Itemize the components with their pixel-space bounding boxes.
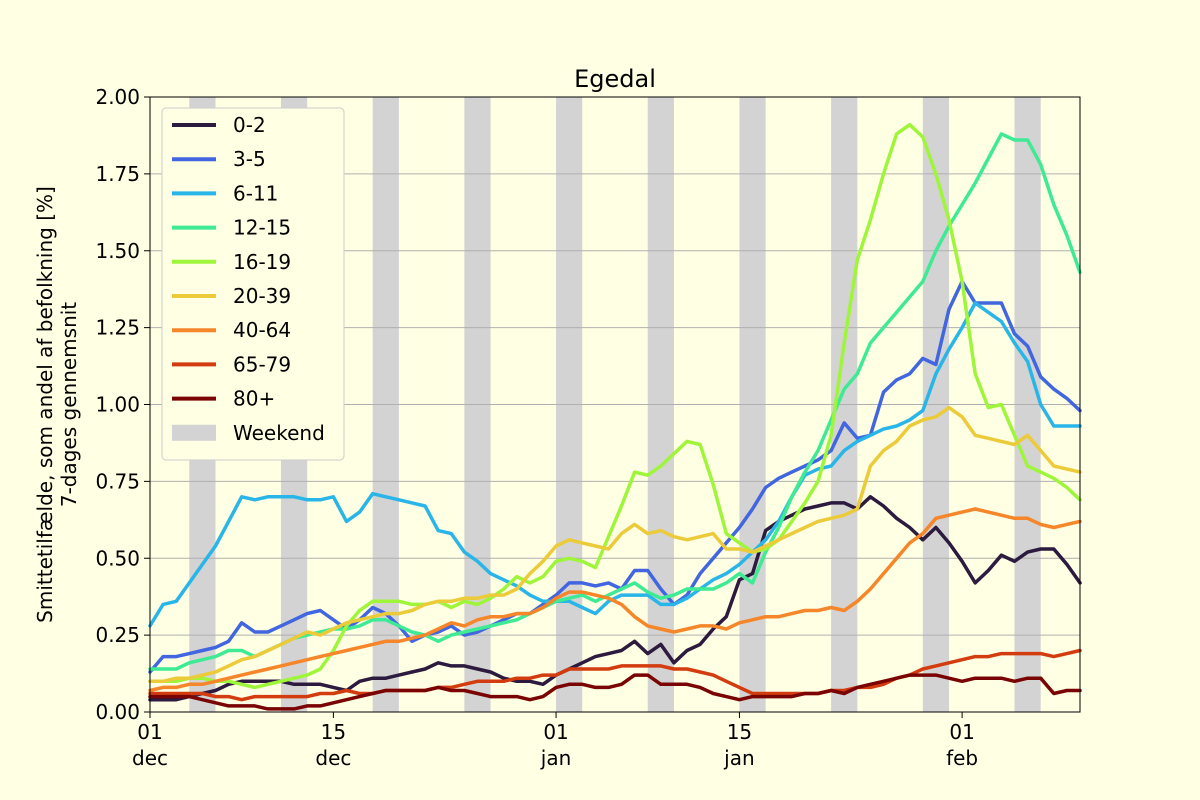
legend-label-weekend: Weekend	[233, 421, 325, 445]
series-line-65-79	[148, 648, 1082, 702]
y-tick-label: 0.50	[95, 546, 140, 570]
y-axis-ticks: 0.00 0.25 0.50 0.75 1.00 1.25 1.50 1.75 2.00	[95, 85, 150, 724]
legend-label: 20-39	[233, 284, 291, 308]
series-line-16-19	[148, 122, 1082, 690]
y-tick-label: 1.25	[95, 316, 140, 340]
series-line-6-11	[148, 301, 1082, 628]
legend-swatch-weekend	[172, 424, 216, 441]
series-line-20-39	[148, 405, 1082, 684]
y-tick-label: 2.00	[95, 85, 140, 109]
legend-label: 0-2	[233, 113, 266, 137]
x-tick-label-month: dec	[315, 746, 351, 770]
x-tick-label-month: jan	[723, 746, 755, 770]
series-line-3-5	[148, 279, 1082, 674]
series-line-12-15	[148, 132, 1082, 671]
x-tick-label-day: 15	[727, 720, 752, 744]
series-lines	[148, 122, 1082, 711]
x-tick-label-day: 01	[137, 720, 162, 744]
x-tick-label-month: jan	[540, 746, 572, 770]
legend-label: 3-5	[233, 147, 266, 171]
y-tick-label: 0.00	[95, 700, 140, 724]
legend-label: 12-15	[233, 216, 291, 240]
legend-label: 16-19	[233, 250, 291, 274]
y-tick-label: 0.25	[95, 623, 140, 647]
x-tick-label-month: feb	[946, 746, 978, 770]
legend: 0-2 3-5 6-11 12-15 16-19 20-39 40-64 65-79 80+ We…	[161, 107, 345, 461]
legend-label: 65-79	[233, 352, 291, 376]
chart-title: Egedal	[574, 65, 656, 93]
legend-label: 6-11	[233, 181, 278, 205]
y-tick-label: 1.75	[95, 162, 140, 186]
legend-label: 40-64	[233, 318, 291, 342]
y-axis-label: Smittetilfælde, som andel af befolkning …	[33, 186, 57, 623]
series-line-40-64	[148, 507, 1082, 693]
x-tick-label-day: 15	[321, 720, 346, 744]
x-tick-label-month: dec	[132, 746, 168, 770]
legend-label: 80+	[233, 387, 275, 411]
y-axis-label-secondary: 7-dages gennemsnit	[57, 302, 81, 507]
x-tick-label-day: 01	[949, 720, 974, 744]
y-tick-label: 1.50	[95, 239, 140, 263]
x-tick-label-day: 01	[543, 720, 568, 744]
y-tick-label: 0.75	[95, 469, 140, 493]
y-tick-label: 1.00	[95, 393, 140, 417]
series-line-0-2	[148, 495, 1082, 702]
legend-frame	[161, 107, 345, 461]
series-line-80+	[148, 673, 1082, 711]
